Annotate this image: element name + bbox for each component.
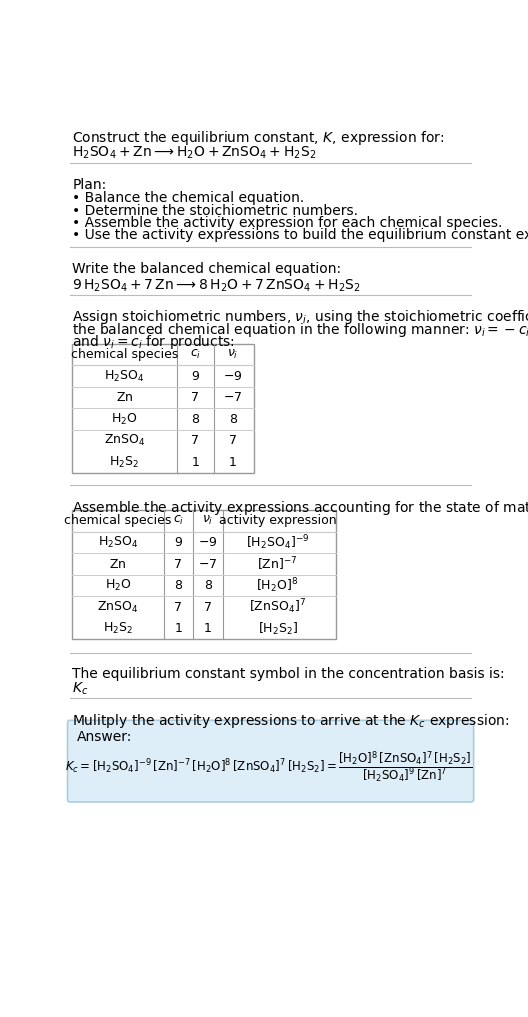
Text: $[\mathrm{H_2SO_4}]^{-9}$: $[\mathrm{H_2SO_4}]^{-9}$ bbox=[246, 533, 309, 552]
Text: chemical species: chemical species bbox=[71, 348, 178, 361]
Text: $\nu_i$: $\nu_i$ bbox=[227, 348, 238, 361]
Text: $-7$: $-7$ bbox=[223, 392, 242, 404]
Text: $[\mathrm{H_2S_2}]$: $[\mathrm{H_2S_2}]$ bbox=[258, 620, 298, 637]
Text: Write the balanced chemical equation:: Write the balanced chemical equation: bbox=[72, 262, 341, 277]
Text: $-9$: $-9$ bbox=[198, 536, 218, 549]
Text: 8: 8 bbox=[229, 413, 237, 426]
Text: $-7$: $-7$ bbox=[198, 557, 218, 571]
Text: activity expression: activity expression bbox=[219, 515, 336, 528]
Text: 9: 9 bbox=[192, 369, 200, 382]
Bar bbox=[72, 344, 254, 473]
Text: $\mathrm{H_2S_2}$: $\mathrm{H_2S_2}$ bbox=[103, 621, 133, 637]
Text: 1: 1 bbox=[174, 622, 182, 636]
Text: 1: 1 bbox=[192, 456, 200, 469]
Text: $[\mathrm{ZnSO_4}]^7$: $[\mathrm{ZnSO_4}]^7$ bbox=[249, 598, 306, 616]
Text: 7: 7 bbox=[229, 434, 237, 447]
Text: $\mathrm{ZnSO_4}$: $\mathrm{ZnSO_4}$ bbox=[97, 600, 139, 614]
Text: $\nu_i$: $\nu_i$ bbox=[202, 515, 213, 528]
Text: $c_i$: $c_i$ bbox=[190, 348, 201, 361]
Text: 7: 7 bbox=[192, 434, 200, 447]
Text: $\mathrm{H_2O}$: $\mathrm{H_2O}$ bbox=[105, 578, 131, 593]
Text: Construct the equilibrium constant, $K$, expression for:: Construct the equilibrium constant, $K$,… bbox=[72, 129, 445, 147]
Text: $K_c$: $K_c$ bbox=[72, 681, 89, 698]
Text: 1: 1 bbox=[204, 622, 212, 636]
Text: $\mathrm{H_2O}$: $\mathrm{H_2O}$ bbox=[111, 412, 138, 427]
Text: Assign stoichiometric numbers, $\nu_i$, using the stoichiometric coefficients, $: Assign stoichiometric numbers, $\nu_i$, … bbox=[72, 308, 528, 326]
Text: $\mathrm{H_2S_2}$: $\mathrm{H_2S_2}$ bbox=[109, 455, 139, 470]
Text: $\mathrm{Zn}$: $\mathrm{Zn}$ bbox=[116, 392, 133, 404]
Text: chemical species: chemical species bbox=[64, 515, 172, 528]
FancyBboxPatch shape bbox=[68, 720, 474, 802]
Text: $\mathrm{H_2SO_4}$: $\mathrm{H_2SO_4}$ bbox=[105, 368, 145, 383]
Text: 7: 7 bbox=[204, 601, 212, 613]
Text: $c_i$: $c_i$ bbox=[173, 515, 184, 528]
Text: • Assemble the activity expression for each chemical species.: • Assemble the activity expression for e… bbox=[72, 216, 503, 230]
Text: and $\nu_i = c_i$ for products:: and $\nu_i = c_i$ for products: bbox=[72, 333, 235, 351]
Text: $\mathrm{ZnSO_4}$: $\mathrm{ZnSO_4}$ bbox=[104, 433, 145, 448]
Text: • Determine the stoichiometric numbers.: • Determine the stoichiometric numbers. bbox=[72, 203, 358, 218]
Bar bbox=[72, 511, 336, 640]
Text: Mulitply the activity expressions to arrive at the $K_c$ expression:: Mulitply the activity expressions to arr… bbox=[72, 712, 510, 730]
Text: Answer:: Answer: bbox=[77, 730, 132, 744]
Text: $9\,\mathrm{H_2SO_4} + 7\,\mathrm{Zn} \longrightarrow 8\,\mathrm{H_2O} + 7\,\mat: $9\,\mathrm{H_2SO_4} + 7\,\mathrm{Zn} \l… bbox=[72, 278, 361, 294]
Text: 8: 8 bbox=[204, 579, 212, 592]
Text: 7: 7 bbox=[174, 557, 182, 571]
Text: • Use the activity expressions to build the equilibrium constant expression.: • Use the activity expressions to build … bbox=[72, 228, 528, 242]
Text: 1: 1 bbox=[229, 456, 237, 469]
Text: 8: 8 bbox=[192, 413, 200, 426]
Text: Assemble the activity expressions accounting for the state of matter and $\nu_i$: Assemble the activity expressions accoun… bbox=[72, 499, 528, 518]
Text: $[\mathrm{H_2O}]^8$: $[\mathrm{H_2O}]^8$ bbox=[257, 577, 299, 595]
Text: 9: 9 bbox=[174, 536, 182, 549]
Text: $[\mathrm{Zn}]^{-7}$: $[\mathrm{Zn}]^{-7}$ bbox=[257, 555, 298, 573]
Text: the balanced chemical equation in the following manner: $\nu_i = -c_i$ for react: the balanced chemical equation in the fo… bbox=[72, 320, 528, 339]
Text: $\mathrm{Zn}$: $\mathrm{Zn}$ bbox=[109, 557, 127, 571]
Text: • Balance the chemical equation.: • Balance the chemical equation. bbox=[72, 191, 305, 205]
Text: 7: 7 bbox=[192, 392, 200, 404]
Text: $\mathrm{H_2SO_4 + Zn \longrightarrow H_2O + ZnSO_4 + H_2S_2}$: $\mathrm{H_2SO_4 + Zn \longrightarrow H_… bbox=[72, 144, 317, 161]
Text: The equilibrium constant symbol in the concentration basis is:: The equilibrium constant symbol in the c… bbox=[72, 667, 505, 681]
Text: $-9$: $-9$ bbox=[223, 369, 242, 382]
Text: 8: 8 bbox=[174, 579, 182, 592]
Text: 7: 7 bbox=[174, 601, 182, 613]
Text: Plan:: Plan: bbox=[72, 178, 107, 192]
Text: $\mathrm{H_2SO_4}$: $\mathrm{H_2SO_4}$ bbox=[98, 535, 138, 550]
Text: $K_c = [\mathrm{H_2SO_4}]^{-9}\,[\mathrm{Zn}]^{-7}\,[\mathrm{H_2O}]^8\,[\mathrm{: $K_c = [\mathrm{H_2SO_4}]^{-9}\,[\mathrm… bbox=[65, 750, 473, 785]
